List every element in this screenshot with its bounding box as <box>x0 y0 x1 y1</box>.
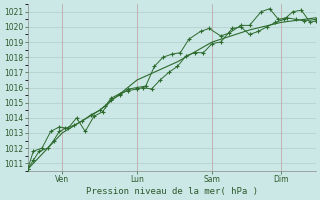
X-axis label: Pression niveau de la mer( hPa ): Pression niveau de la mer( hPa ) <box>86 187 258 196</box>
